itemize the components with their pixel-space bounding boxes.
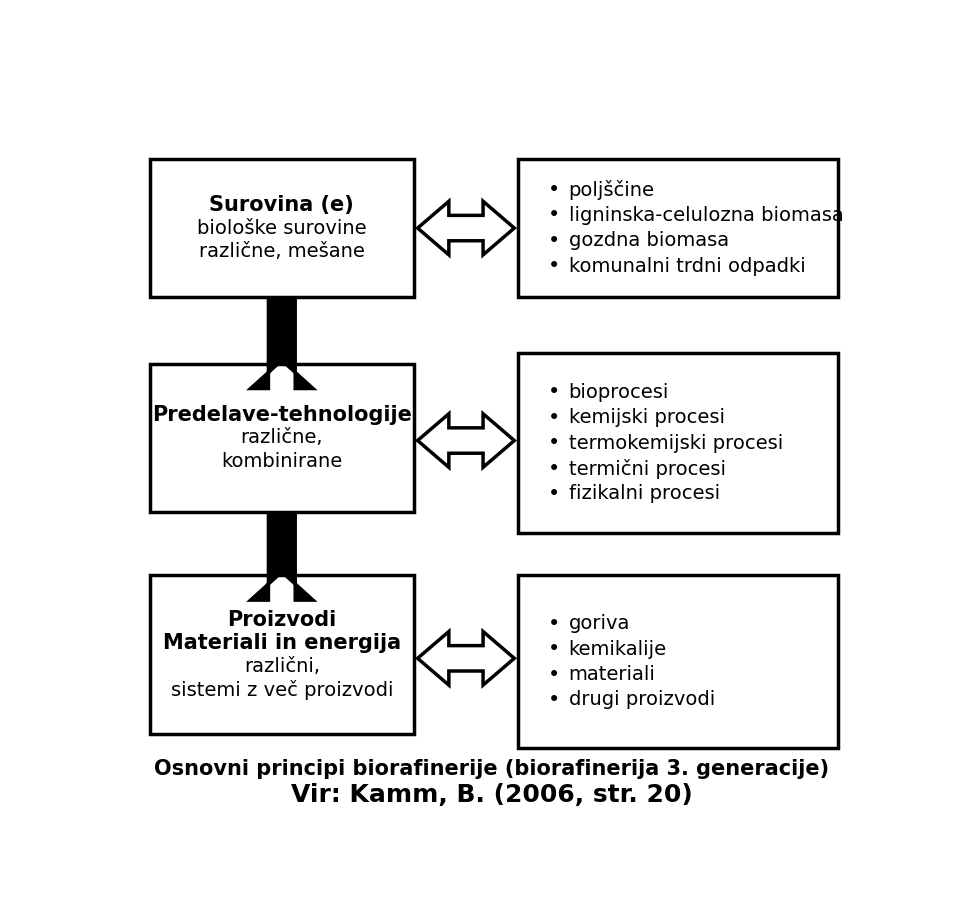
Text: •: • bbox=[547, 382, 560, 402]
Text: •: • bbox=[547, 205, 560, 225]
Text: •: • bbox=[547, 690, 560, 710]
Text: biološke surovine: biološke surovine bbox=[197, 219, 367, 237]
Text: različne,: različne, bbox=[241, 429, 324, 447]
Text: •: • bbox=[547, 408, 560, 428]
Text: •: • bbox=[547, 614, 560, 634]
Text: •: • bbox=[547, 664, 560, 684]
Text: različni,: različni, bbox=[244, 657, 320, 676]
Text: kombinirane: kombinirane bbox=[221, 452, 343, 471]
Text: Predelave-tehnologije: Predelave-tehnologije bbox=[152, 405, 412, 425]
Text: ligninska-celulozna biomasa: ligninska-celulozna biomasa bbox=[568, 206, 844, 224]
Text: različne, mešane: različne, mešane bbox=[199, 242, 365, 261]
Text: Osnovni principi biorafinerije (biorafinerija 3. generacije): Osnovni principi biorafinerije (biorafin… bbox=[155, 759, 829, 780]
Polygon shape bbox=[251, 300, 313, 388]
Text: termični procesi: termični procesi bbox=[568, 459, 726, 478]
Text: sistemi z več proizvodi: sistemi z več proizvodi bbox=[171, 680, 393, 700]
Text: poljščine: poljščine bbox=[568, 180, 655, 200]
Bar bbox=[150, 575, 414, 734]
Text: kemijski procesi: kemijski procesi bbox=[568, 409, 725, 427]
Text: Vir: Kamm, B. (2006, str. 20): Vir: Kamm, B. (2006, str. 20) bbox=[291, 783, 693, 808]
Text: materiali: materiali bbox=[568, 665, 656, 684]
Text: bioprocesi: bioprocesi bbox=[568, 383, 669, 402]
Text: •: • bbox=[547, 484, 560, 504]
Text: drugi proizvodi: drugi proizvodi bbox=[568, 691, 715, 709]
Text: Materiali in energija: Materiali in energija bbox=[163, 633, 401, 653]
Text: •: • bbox=[547, 433, 560, 453]
Text: fizikalni procesi: fizikalni procesi bbox=[568, 485, 720, 504]
Polygon shape bbox=[418, 202, 515, 255]
Text: gozdna biomasa: gozdna biomasa bbox=[568, 231, 729, 250]
Text: termokemijski procesi: termokemijski procesi bbox=[568, 433, 783, 453]
Text: •: • bbox=[547, 639, 560, 660]
Text: kemikalije: kemikalije bbox=[568, 639, 667, 659]
Bar bbox=[518, 575, 838, 748]
Bar bbox=[518, 354, 838, 533]
Polygon shape bbox=[418, 414, 515, 467]
Polygon shape bbox=[251, 516, 313, 600]
Bar bbox=[150, 159, 414, 297]
Text: •: • bbox=[547, 180, 560, 200]
Text: •: • bbox=[547, 459, 560, 478]
Text: komunalni trdni odpadki: komunalni trdni odpadki bbox=[568, 256, 805, 276]
Polygon shape bbox=[418, 631, 515, 685]
Bar bbox=[518, 159, 838, 297]
Text: Proizvodi: Proizvodi bbox=[228, 610, 336, 630]
Text: Surovina (e): Surovina (e) bbox=[209, 195, 354, 214]
Bar bbox=[150, 364, 414, 512]
Text: •: • bbox=[547, 256, 560, 276]
Text: goriva: goriva bbox=[568, 615, 630, 633]
Text: •: • bbox=[547, 231, 560, 251]
